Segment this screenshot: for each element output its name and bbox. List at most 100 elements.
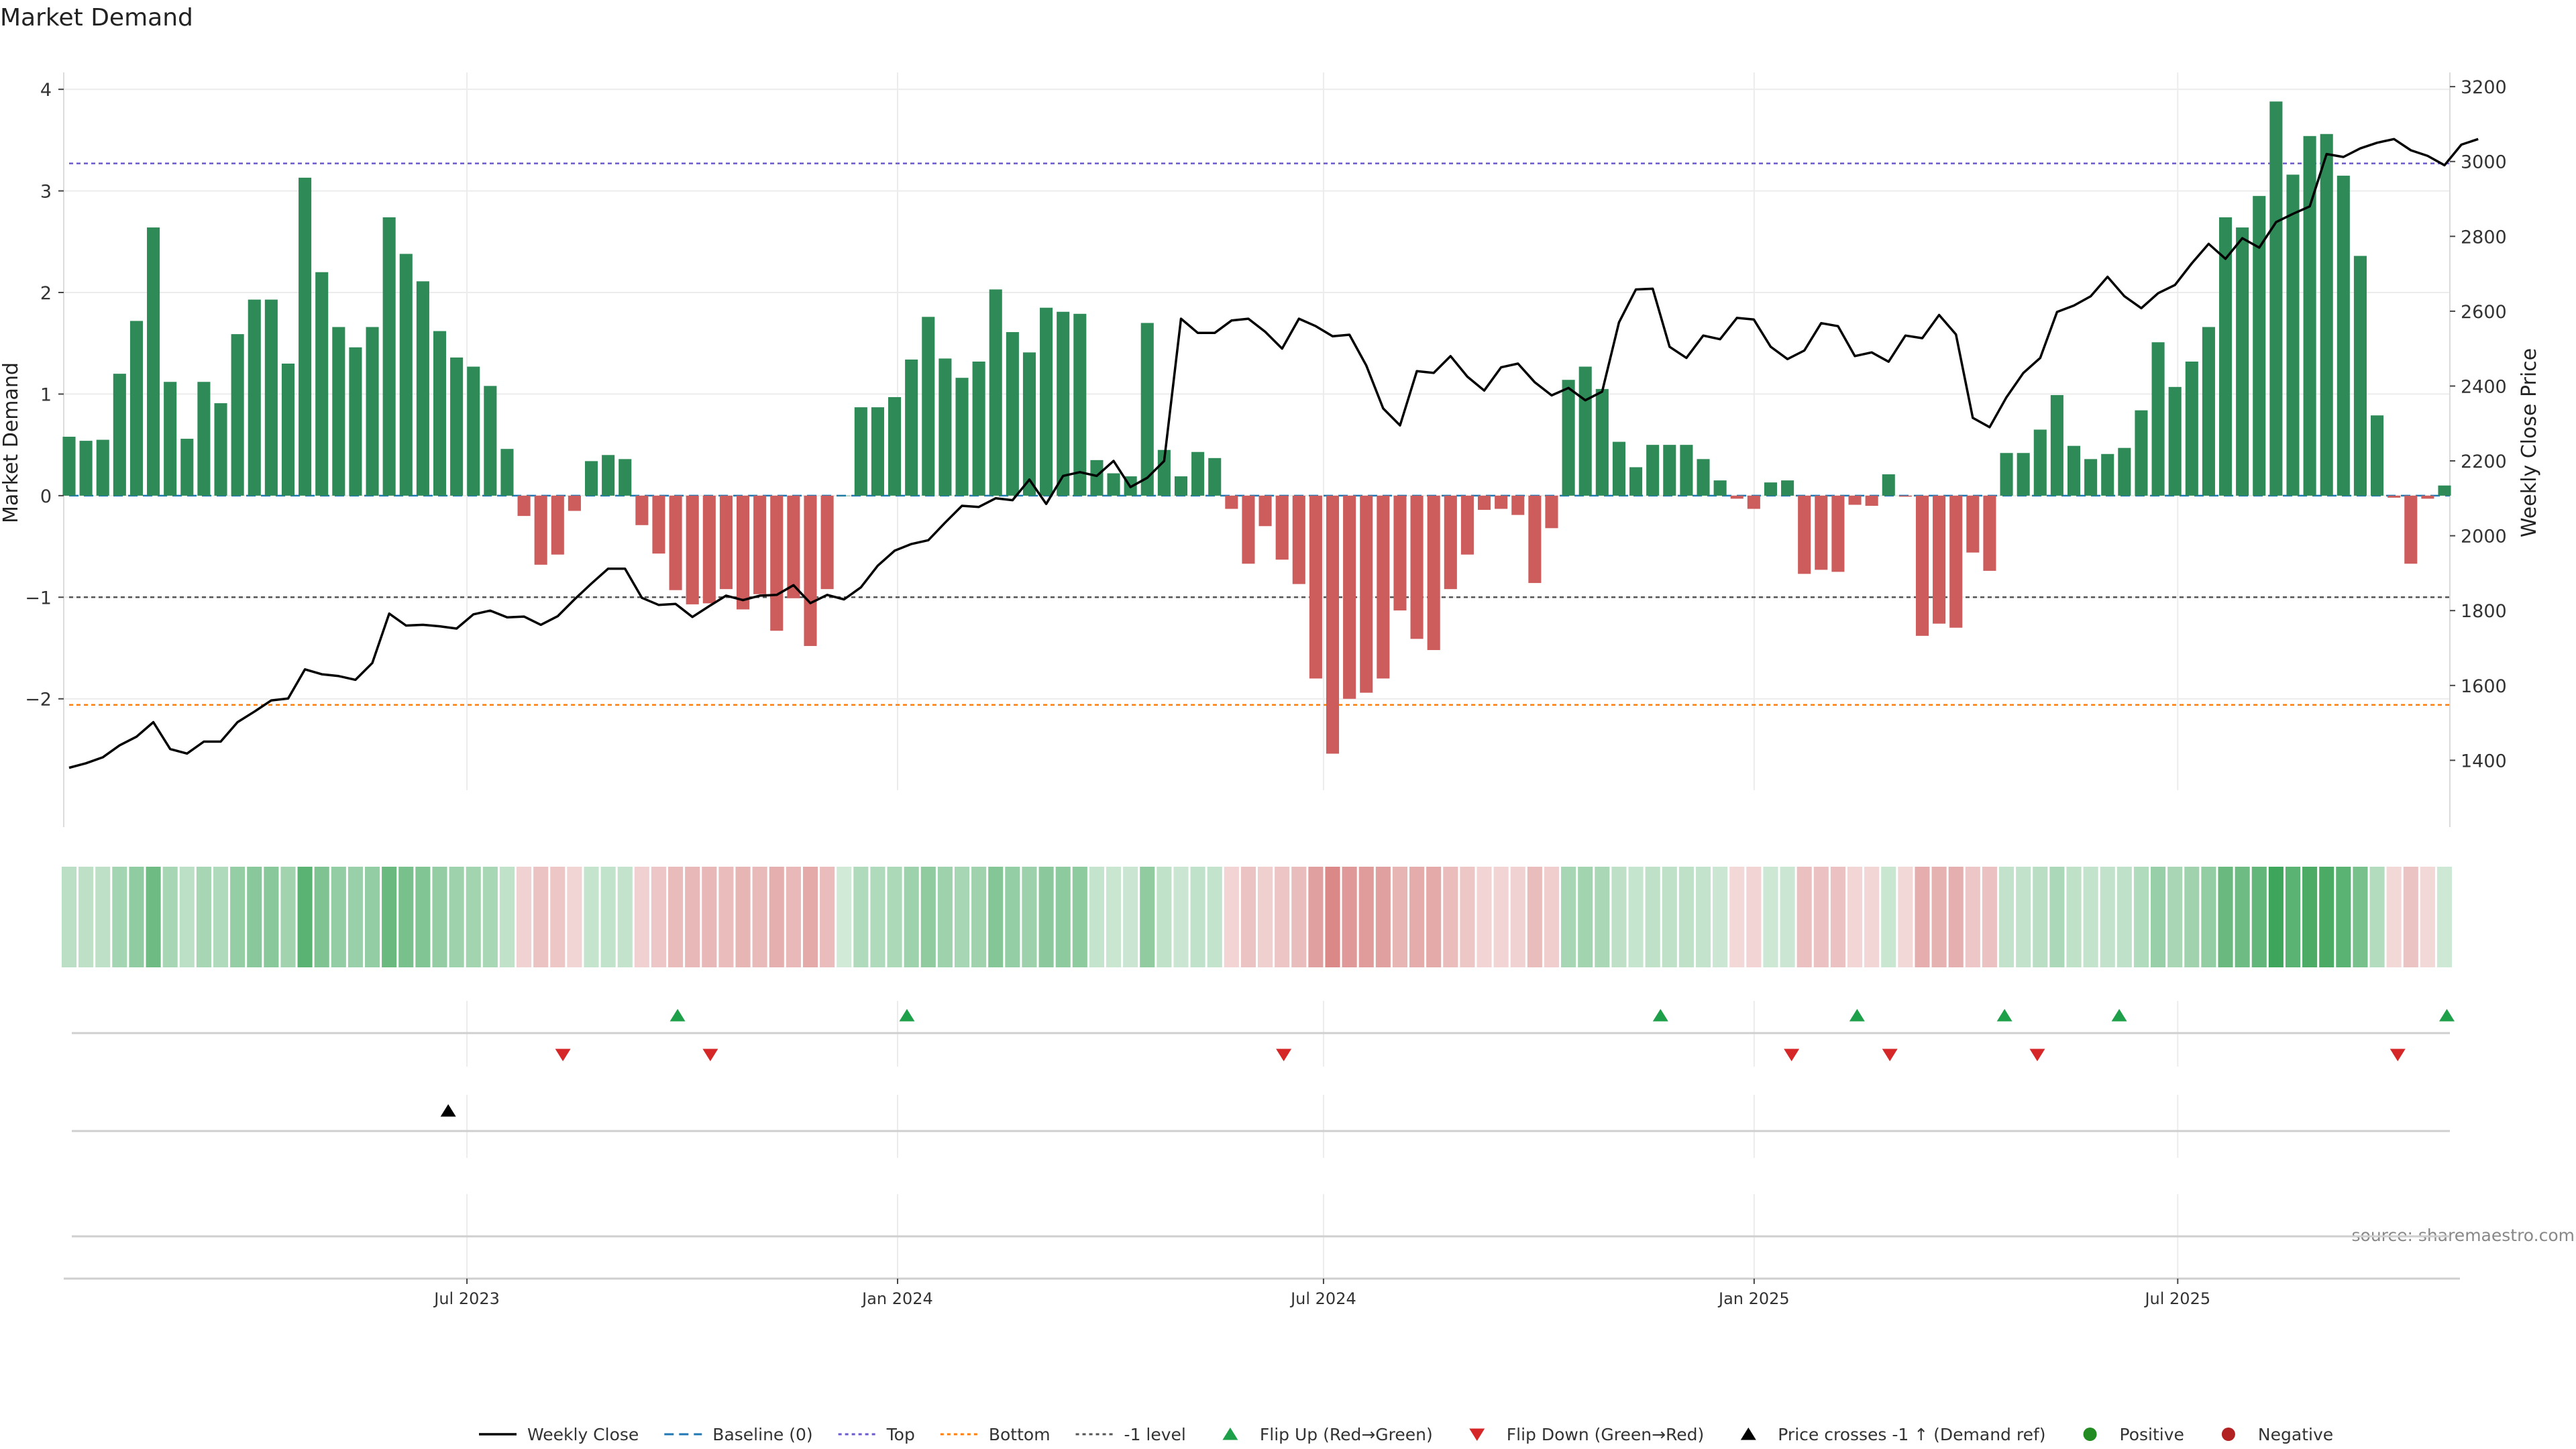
demand-bar [2218, 217, 2233, 496]
heat-cell [179, 867, 195, 967]
legend-item: Negative [2221, 1425, 2333, 1444]
legend-item: -1 level [1075, 1425, 1186, 1444]
demand-bars [62, 101, 2451, 754]
heat-cell [1123, 867, 1138, 967]
demand-bar [1646, 445, 1660, 496]
heat-cell [331, 867, 346, 967]
demand-bar [180, 439, 194, 496]
heat-cell [1140, 867, 1155, 967]
legend-swatch [1740, 1428, 1756, 1440]
heat-cell [1291, 867, 1307, 967]
y-tick-label: −1 [25, 588, 52, 608]
demand-bar [2303, 136, 2316, 496]
y2-tick-label: 3200 [2461, 77, 2507, 98]
demand-bar [1949, 495, 1963, 628]
demand-bar [299, 177, 312, 496]
demand-bar [1140, 323, 1154, 496]
demand-bar [1460, 495, 1474, 555]
demand-bar [1815, 495, 1828, 570]
demand-bar [702, 495, 716, 604]
demand-bar [719, 495, 733, 590]
heat-cell [364, 867, 380, 967]
heat-cell [247, 867, 262, 967]
heat-cell [129, 867, 144, 967]
demand-bar [1174, 476, 1188, 496]
demand-bar [972, 361, 985, 496]
demand-bar [2033, 429, 2047, 496]
demand-bar [1545, 495, 1558, 529]
heat-cell [1207, 867, 1222, 967]
legend-label: Weekly Close [527, 1425, 639, 1444]
y-tick-label: −2 [25, 690, 52, 710]
y2-tick-label: 2600 [2461, 302, 2507, 323]
heat-cell [146, 867, 161, 967]
demand-bar [113, 374, 126, 496]
demand-bar [2067, 445, 2081, 496]
legend-item: Flip Up (Red→Green) [1222, 1425, 1433, 1444]
demand-bar [568, 495, 581, 511]
heat-cell [482, 867, 498, 967]
heat-cell [2353, 867, 2368, 967]
legend-swatch [1222, 1428, 1238, 1440]
heat-cell [702, 867, 717, 967]
price-cross-marker [440, 1104, 456, 1117]
demand-bar [686, 495, 699, 604]
heat-cell [2268, 867, 2284, 967]
demand-bar [1915, 495, 1929, 636]
heat-cell [1915, 867, 1930, 967]
x-tick-label: Jul 2025 [2143, 1289, 2210, 1308]
legend-item: Positive [2083, 1425, 2184, 1444]
demand-bar [1831, 495, 1845, 572]
heat-cell [2436, 867, 2453, 967]
demand-bar [1882, 474, 1895, 496]
demand-bar [804, 495, 817, 646]
demand-bar [366, 327, 379, 496]
legend-label: -1 level [1124, 1425, 1186, 1444]
heat-cell [651, 867, 667, 967]
heat-cell [2420, 867, 2435, 967]
y2-tick-label: 2200 [2461, 451, 2507, 472]
legend-label: Price crosses -1 ↑ (Demand ref) [1778, 1425, 2045, 1444]
heat-cell [1847, 867, 1863, 967]
price-cross-markers [440, 1104, 456, 1117]
demand-bar [1410, 495, 1424, 639]
heat-cell [264, 867, 279, 967]
heat-cell [2302, 867, 2318, 967]
legend-item: Flip Down (Green→Red) [1469, 1425, 1704, 1444]
heat-cell [78, 867, 94, 967]
heat-cell [1527, 867, 1542, 967]
y2-tick-label: 1400 [2461, 751, 2507, 771]
heat-cell [870, 867, 885, 967]
heat-cell [533, 867, 549, 967]
heat-cell [1392, 867, 1408, 967]
heat-cell [1982, 867, 1997, 967]
heat-cell [567, 867, 582, 967]
demand-bar [989, 289, 1002, 496]
demand-bar [484, 386, 497, 496]
heat-cell [1544, 867, 1560, 967]
heat-cell [2285, 867, 2301, 967]
heat-cell [1358, 867, 1374, 967]
heat-cell [735, 867, 751, 967]
demand-bar [820, 495, 834, 590]
heat-cell [1662, 867, 1677, 967]
legend-swatch [1469, 1428, 1485, 1441]
flip-up-marker [669, 1009, 686, 1022]
demand-bar [2168, 386, 2182, 496]
heat-cell [517, 867, 532, 967]
legend-item: Price crosses -1 ↑ (Demand ref) [1740, 1425, 2046, 1444]
demand-bar [1713, 480, 1727, 496]
heat-cell [2066, 867, 2082, 967]
heat-cell [2319, 867, 2334, 967]
panel-frames [63, 72, 2460, 1280]
heat-cell [230, 867, 246, 967]
heat-cell [584, 867, 599, 967]
heat-cell [1224, 867, 1239, 967]
demand-bar [1764, 482, 1778, 496]
demand-bar [2387, 495, 2401, 498]
legend-label: Negative [2258, 1425, 2333, 1444]
demand-bar [922, 317, 935, 496]
demand-bar [1865, 495, 1878, 506]
demand-bar [147, 227, 160, 496]
heat-cell [415, 867, 431, 967]
